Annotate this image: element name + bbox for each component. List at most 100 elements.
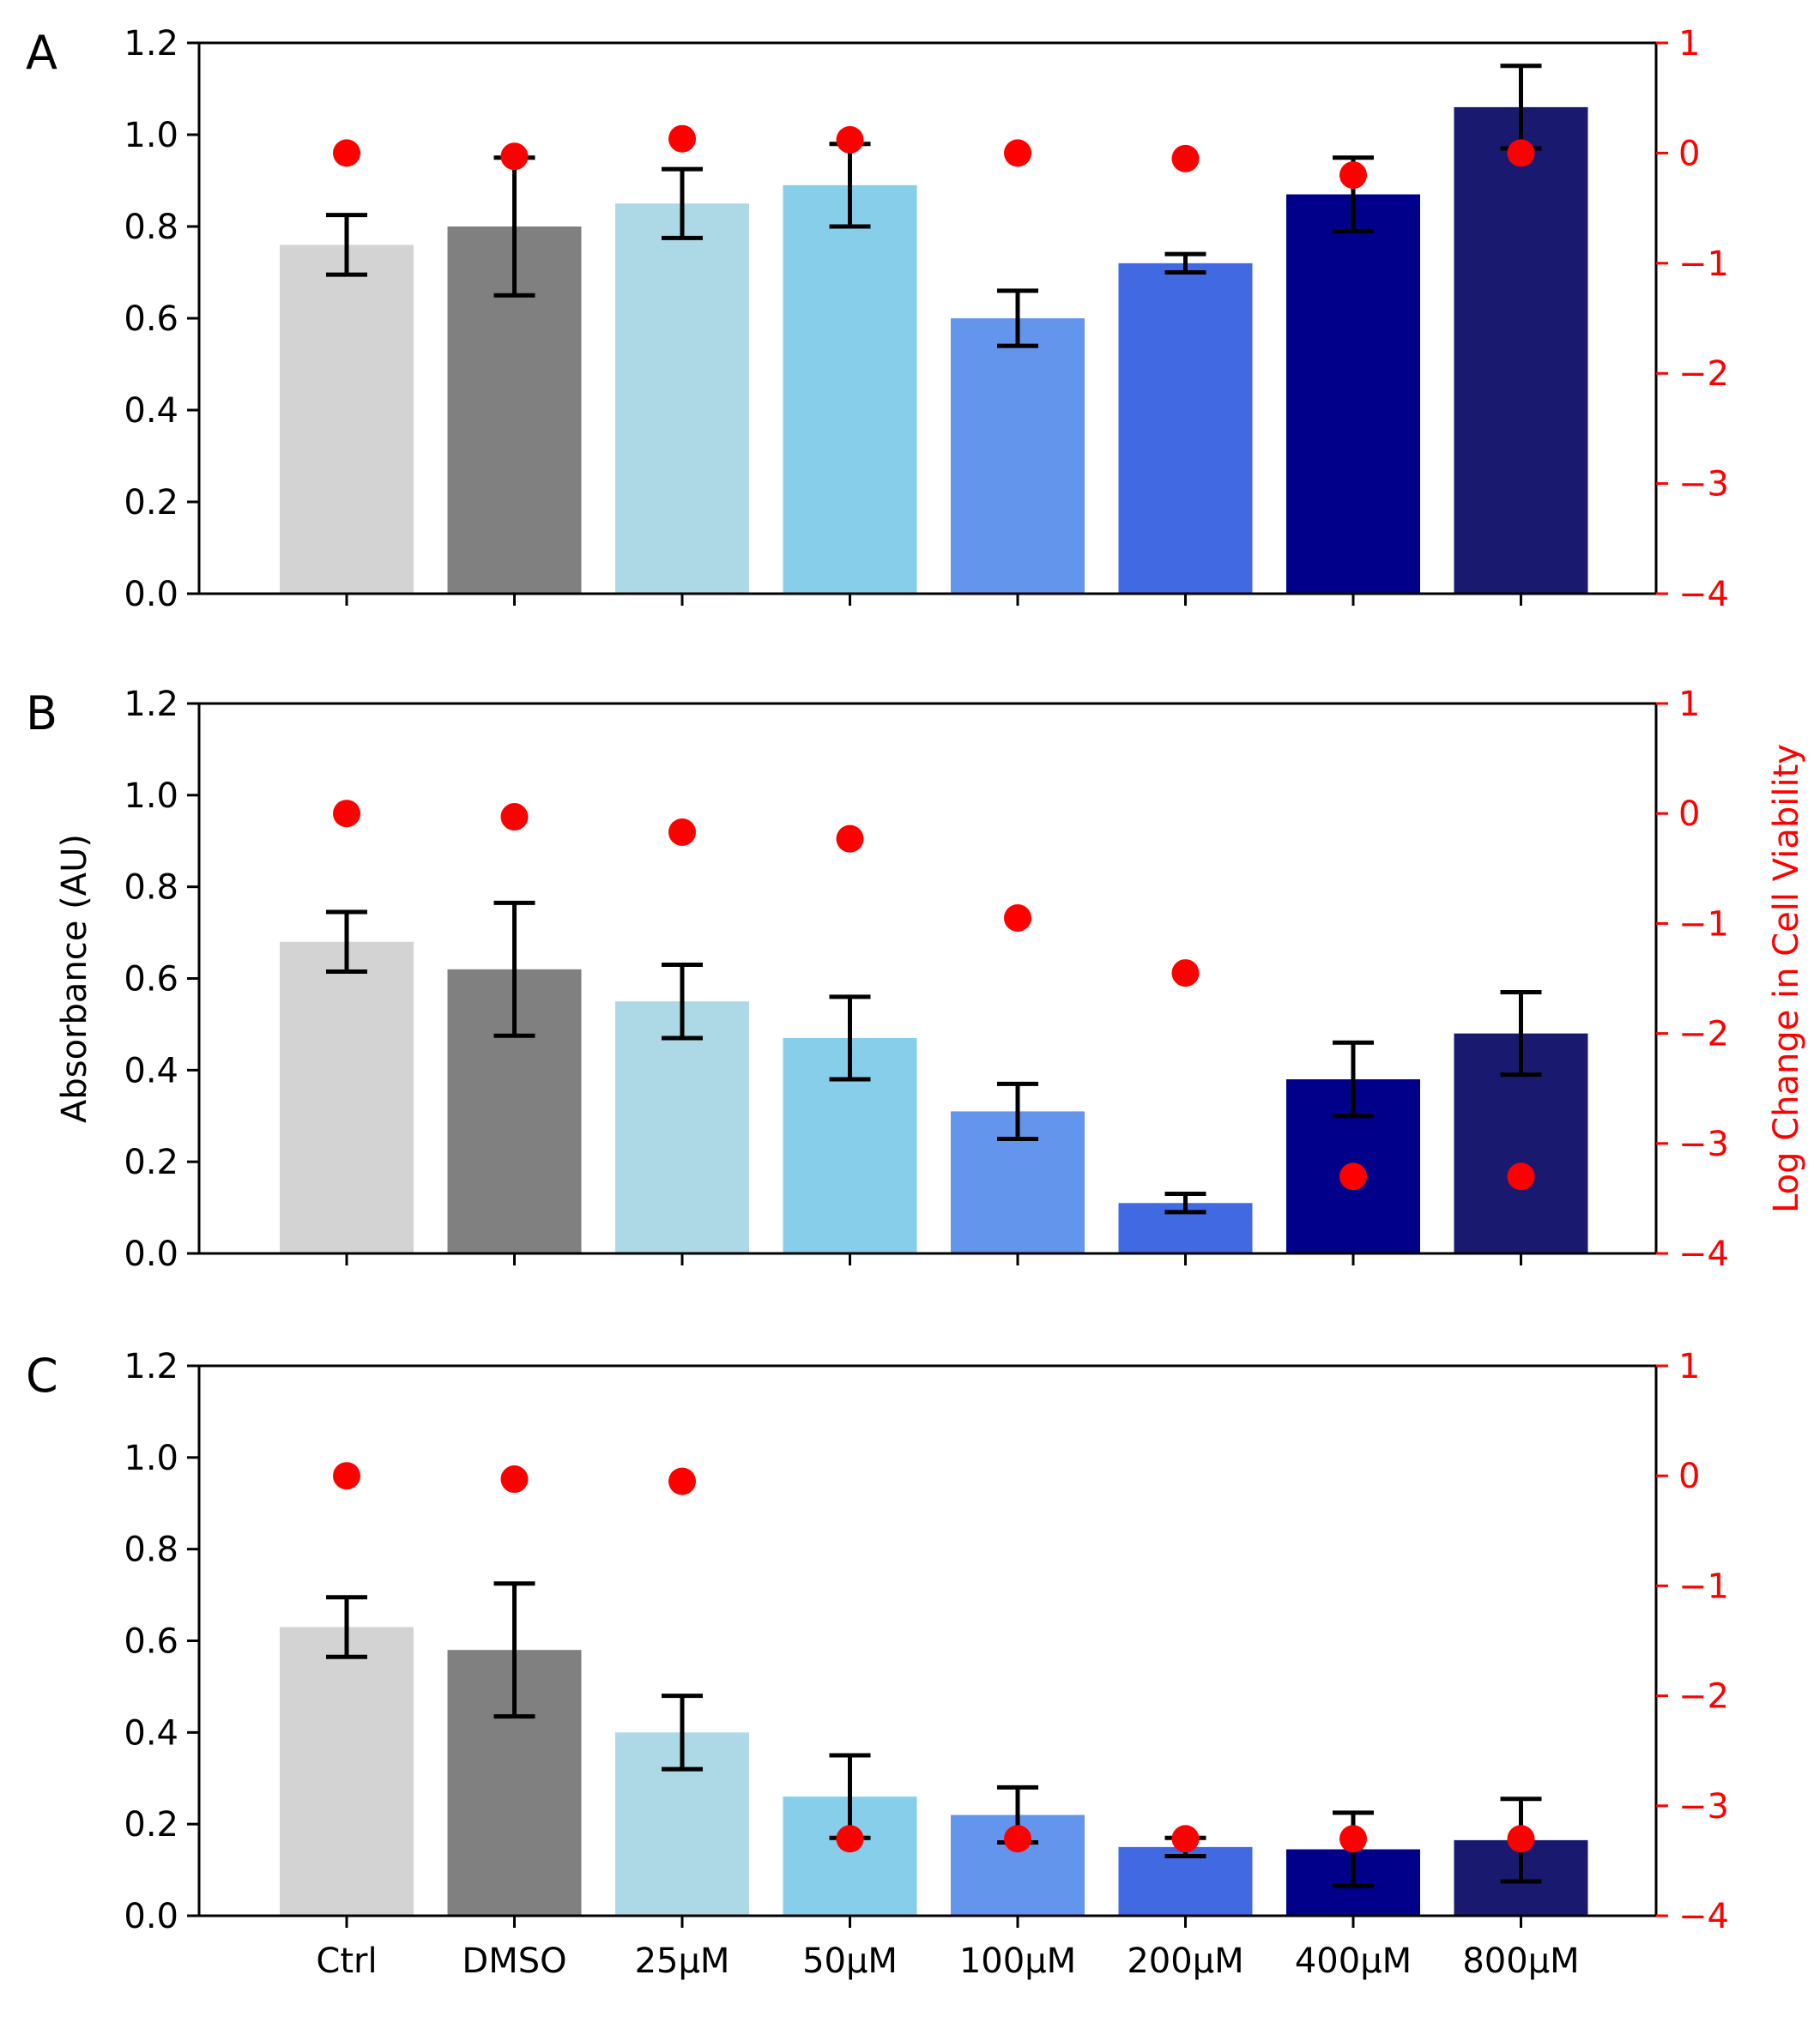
dot-b-0: [333, 800, 360, 828]
category-label-6: 400µM: [1295, 1942, 1412, 1981]
category-label-0: Ctrl: [316, 1942, 377, 1981]
bar-c-0: [280, 1627, 414, 1916]
y2tick-label-b-3: −1: [1678, 904, 1729, 944]
dot-b-3: [836, 824, 864, 853]
plot-frame-a: [197, 41, 1658, 595]
dot-c-7: [1507, 1825, 1535, 1853]
category-label-7: 800µM: [1462, 1942, 1579, 1981]
y2tick-label-c-3: −1: [1678, 1567, 1729, 1606]
ytick-label-c-6: 1.2: [124, 1347, 178, 1386]
errorbar-b-7: [1500, 990, 1542, 1078]
errorbar-c-1: [493, 1581, 535, 1719]
ytick-label-b-3: 0.6: [124, 960, 178, 999]
panel-label-b: B: [26, 686, 57, 740]
category-label-5: 200µM: [1127, 1942, 1243, 1981]
dot-c-1: [500, 1465, 529, 1494]
dot-a-3: [836, 125, 864, 154]
dot-a-6: [1339, 161, 1367, 190]
ytick-label-b-5: 1.0: [124, 776, 178, 816]
dot-a-7: [1507, 139, 1535, 167]
bar-a-4: [951, 318, 1085, 594]
dot-b-4: [1004, 903, 1031, 932]
ytick-label-a-5: 1.0: [124, 116, 178, 155]
errorbar-b-3: [829, 994, 871, 1082]
ytick-label-a-2: 0.4: [124, 391, 178, 431]
y2tick-label-b-0: −4: [1678, 1235, 1729, 1274]
bar-b-0: [280, 941, 414, 1253]
dot-a-2: [668, 124, 696, 153]
ytick-label-c-5: 1.0: [124, 1439, 178, 1478]
errorbar-b-5: [1164, 1192, 1206, 1215]
ytick-label-c-1: 0.2: [124, 1805, 178, 1845]
dot-a-1: [500, 142, 529, 171]
bar-c-5: [1118, 1846, 1253, 1916]
category-label-4: 100µM: [959, 1942, 1076, 1981]
ytick-label-b-0: 0.0: [124, 1235, 178, 1274]
errorbar-a-5: [1164, 251, 1206, 275]
bar-a-2: [615, 203, 749, 594]
y2tick-label-b-1: −3: [1678, 1125, 1729, 1164]
ytick-label-b-4: 0.8: [124, 868, 178, 908]
panel-label-a: A: [26, 26, 57, 80]
ytick-label-a-0: 0.0: [124, 575, 178, 614]
y2tick-label-a-3: −1: [1678, 245, 1729, 284]
ytick-label-a-3: 0.6: [124, 299, 178, 339]
bar-b-2: [615, 1001, 749, 1253]
bar-a-0: [280, 245, 414, 594]
bar-a-3: [783, 184, 917, 594]
y2tick-label-a-5: 1: [1678, 24, 1700, 63]
y2tick-label-a-4: 0: [1678, 134, 1700, 173]
ytick-label-b-6: 1.2: [124, 685, 178, 724]
dot-c-0: [333, 1462, 360, 1490]
dot-b-6: [1339, 1162, 1367, 1191]
y2tick-label-b-4: 0: [1678, 794, 1700, 834]
dot-c-2: [668, 1467, 696, 1495]
errorbar-a-2: [662, 166, 703, 240]
y2tick-label-a-2: −2: [1678, 354, 1729, 394]
bar-a-5: [1118, 263, 1253, 594]
errorbar-b-2: [662, 962, 703, 1041]
dot-c-4: [1004, 1825, 1031, 1853]
ytick-label-c-0: 0.0: [124, 1897, 178, 1936]
errorbar-b-0: [326, 909, 367, 974]
y2tick-label-a-1: −3: [1678, 465, 1729, 504]
plot-frame-c: [197, 1364, 1658, 1917]
dot-b-5: [1171, 959, 1200, 987]
y2-axis-title: Log Change in Cell Viability: [1767, 744, 1806, 1213]
plot-frame-b: [197, 702, 1658, 1255]
errorbar-c-0: [326, 1595, 367, 1659]
dot-c-6: [1339, 1825, 1367, 1853]
ytick-label-a-1: 0.2: [124, 483, 178, 522]
dot-c-5: [1171, 1825, 1200, 1853]
bar-a-7: [1454, 106, 1588, 594]
bar-a-6: [1286, 194, 1420, 595]
category-label-1: DMSO: [462, 1942, 566, 1981]
dot-a-0: [333, 139, 360, 167]
errorbar-b-1: [493, 900, 535, 1038]
ytick-label-c-4: 0.8: [124, 1531, 178, 1570]
ytick-label-a-6: 1.2: [124, 24, 178, 63]
dot-b-1: [500, 803, 529, 831]
ytick-label-b-1: 0.2: [124, 1143, 178, 1182]
y2tick-label-c-5: 1: [1678, 1347, 1700, 1386]
y2tick-label-c-1: −3: [1678, 1787, 1729, 1827]
y2tick-label-c-0: −4: [1678, 1897, 1729, 1936]
y2tick-label-b-5: 1: [1678, 685, 1700, 724]
ytick-label-c-2: 0.4: [124, 1713, 178, 1753]
errorbar-a-4: [997, 288, 1038, 348]
errorbar-a-0: [326, 213, 367, 277]
dot-b-2: [668, 818, 696, 846]
dot-c-3: [836, 1825, 864, 1853]
ytick-label-b-2: 0.4: [124, 1051, 178, 1090]
ytick-label-c-3: 0.6: [124, 1622, 178, 1662]
y2tick-label-b-2: −2: [1678, 1015, 1729, 1054]
y-axis-title: Absorbance (AU): [55, 834, 94, 1123]
category-label-3: 50µM: [802, 1942, 898, 1981]
ytick-label-a-4: 0.8: [124, 208, 178, 247]
category-label-2: 25µM: [635, 1942, 730, 1981]
y2tick-label-c-2: −2: [1678, 1677, 1729, 1717]
dot-a-5: [1171, 144, 1200, 172]
panel-label-c: C: [26, 1349, 58, 1403]
